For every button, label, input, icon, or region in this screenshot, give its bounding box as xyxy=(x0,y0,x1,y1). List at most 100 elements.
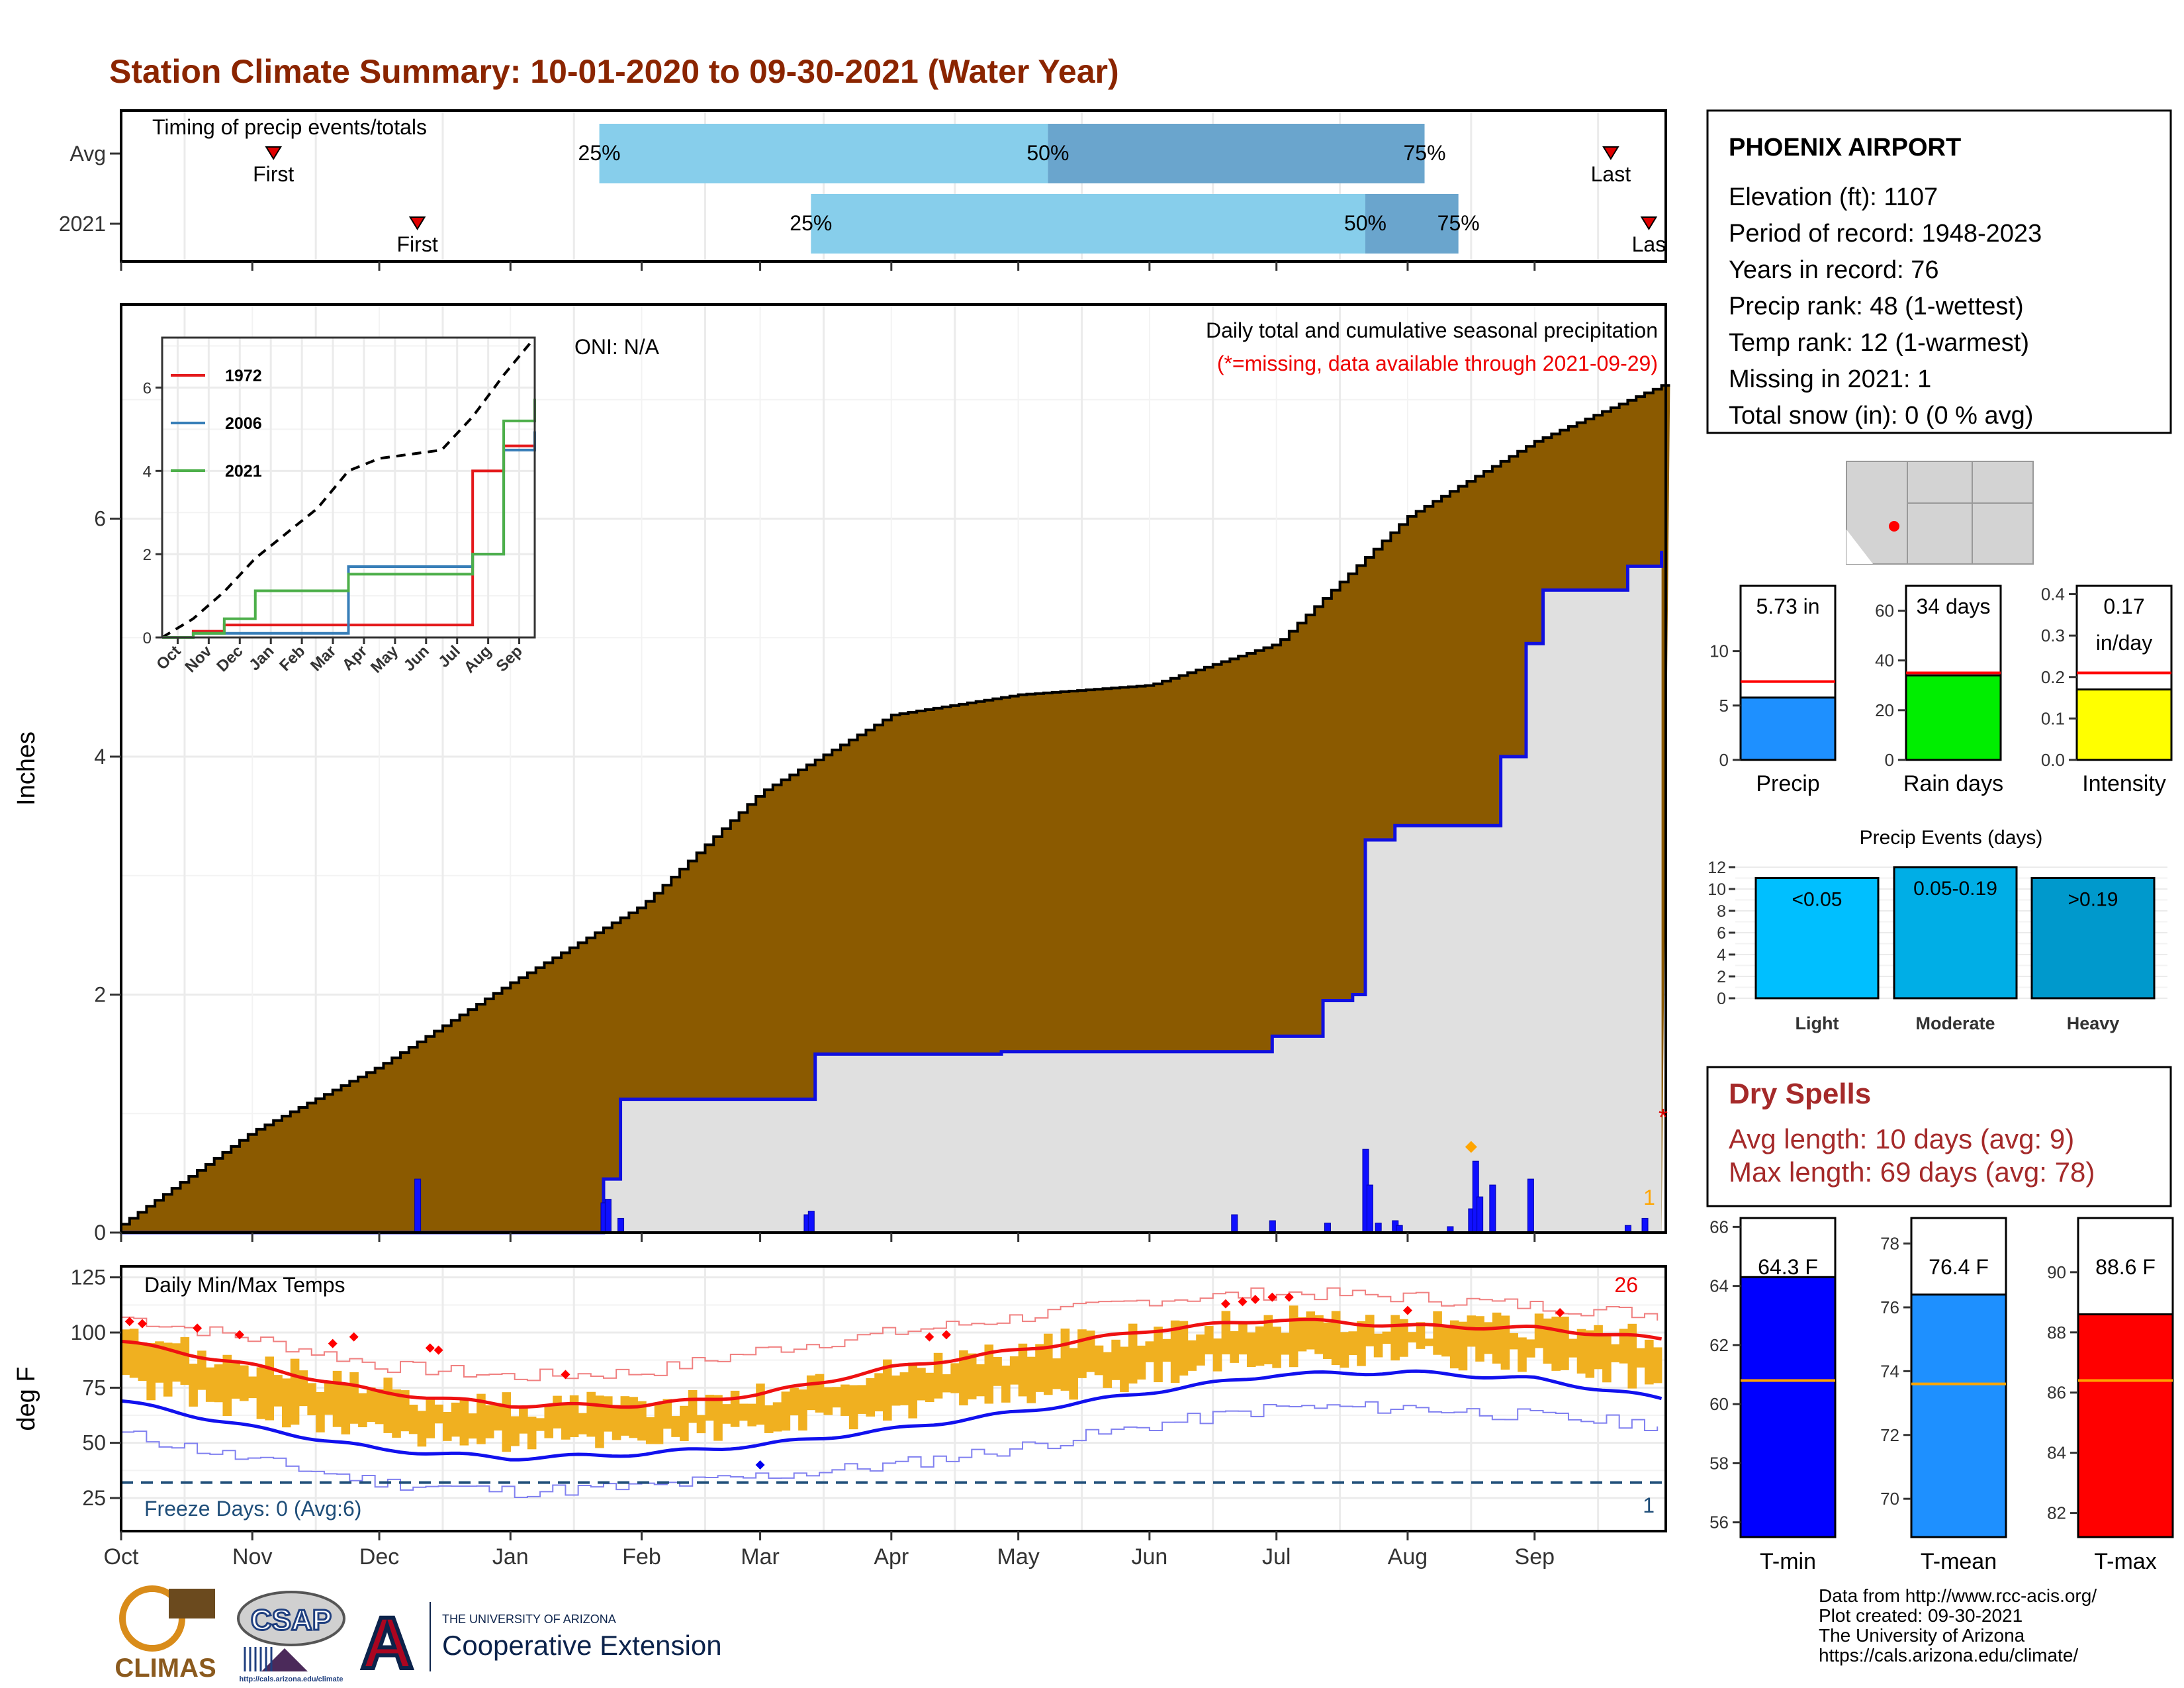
month-axis-label: Oct xyxy=(104,1544,139,1570)
mini-bar-value-text: 0.17 xyxy=(2103,594,2144,618)
daily-temp-bar xyxy=(815,1374,825,1413)
month-axis-label: Mar xyxy=(741,1544,780,1570)
csap-logo-url: http://cals.arizona.edu/climate xyxy=(239,1675,343,1683)
dry-spells-max: Max length: 69 days (avg: 78) xyxy=(1729,1156,2095,1188)
inset-frame xyxy=(161,336,536,639)
daily-temp-bar xyxy=(1052,1358,1062,1389)
daily-temp-bar xyxy=(265,1356,275,1421)
events-bar-label: Moderate xyxy=(1915,1013,1995,1033)
dry-spells-avg: Avg length: 10 days (avg: 9) xyxy=(1729,1123,2074,1154)
temp-bar-y-tick-label: 60 xyxy=(1709,1394,1729,1414)
month-axis-label: Jun xyxy=(1131,1544,1167,1570)
station-name: PHOENIX AIRPORT xyxy=(1729,134,1961,162)
station-stat-line: Temp rank: 12 (1-warmest) xyxy=(1729,329,2029,357)
daily-temp-bar xyxy=(764,1405,774,1433)
daily-temp-bar xyxy=(1272,1327,1281,1368)
record-high-marker xyxy=(1267,1292,1277,1302)
daily-temp-bar xyxy=(654,1403,664,1444)
daily-temp-bar xyxy=(1094,1345,1104,1376)
daily-temp-bar xyxy=(1449,1320,1459,1369)
timing-marker-last xyxy=(1640,216,1658,230)
daily-temp-bar xyxy=(341,1384,351,1434)
timing-label-last: Las xyxy=(1632,232,1666,256)
daily-temp-bar xyxy=(1136,1345,1146,1380)
timing-bar-50-75 xyxy=(1048,124,1425,183)
month-axis-label: Aug xyxy=(1388,1544,1428,1570)
daily-temp-bar xyxy=(146,1342,156,1401)
temp-bar-value xyxy=(2077,1313,2174,1538)
daily-temp-bar xyxy=(806,1375,816,1411)
temp-bar-y-tick-label: 72 xyxy=(1880,1425,1899,1445)
daily-temp-bar xyxy=(1424,1338,1434,1346)
daily-temp-bar xyxy=(1001,1365,1011,1403)
temp-bar-value-text: 64.3 F xyxy=(1758,1255,1818,1279)
daily-temp-bar xyxy=(688,1389,698,1423)
daily-temp-bar xyxy=(1246,1332,1256,1368)
daily-temp-bar xyxy=(1077,1329,1087,1378)
timing-bar-50-75 xyxy=(1365,194,1459,254)
temp-bar-y-tick-label: 84 xyxy=(2047,1443,2066,1463)
temp-y-tick-label: 75 xyxy=(82,1376,106,1399)
record-low-marker xyxy=(755,1460,765,1470)
daily-precip-bar xyxy=(617,1217,625,1233)
record-high-marker xyxy=(1284,1292,1294,1302)
station-frame xyxy=(1706,109,2172,434)
daily-temp-bar xyxy=(180,1336,190,1385)
daily-temp-bar xyxy=(586,1391,596,1437)
daily-temp-bar xyxy=(739,1403,749,1421)
daily-temp-bar xyxy=(680,1405,689,1441)
events-y-tick-label: 12 xyxy=(1707,859,1726,877)
timing-label-first: First xyxy=(253,162,294,186)
temp-bar-y-tick-label: 88 xyxy=(2047,1323,2066,1342)
daily-temp-bar xyxy=(1518,1337,1527,1372)
events-bar-label: Light xyxy=(1796,1013,1839,1033)
climas-logo-text: CLIMAS xyxy=(114,1654,216,1683)
month-axis-label: Jul xyxy=(1262,1544,1291,1570)
daily-temp-bar xyxy=(1441,1325,1451,1357)
mini-bar-y-tick-label: 5 xyxy=(1719,696,1729,716)
daily-temp-bar xyxy=(612,1405,621,1440)
temp-bar-value xyxy=(1739,1276,1837,1538)
daily-temp-bar xyxy=(1026,1356,1036,1403)
extreme-count-label: 1 xyxy=(1643,1186,1655,1209)
daily-temp-bar xyxy=(1390,1315,1400,1361)
daily-temp-bar xyxy=(1111,1339,1120,1380)
daily-temp-bar xyxy=(662,1399,672,1429)
inset-legend-label: 2021 xyxy=(225,462,262,481)
events-title: Precip Events (days) xyxy=(1860,827,2043,849)
daily-temp-bar xyxy=(1382,1331,1392,1344)
events-y-tick-label: 6 xyxy=(1717,924,1726,943)
daily-temp-bar xyxy=(231,1360,240,1399)
daily-temp-bar xyxy=(1560,1317,1569,1370)
daily-temp-bar xyxy=(121,1329,130,1375)
daily-temp-bar xyxy=(578,1413,588,1434)
daily-temp-bar xyxy=(451,1402,461,1437)
daily-temp-bar xyxy=(366,1387,376,1422)
timing-marker-last xyxy=(1602,146,1619,160)
daily-temp-bar xyxy=(925,1372,934,1402)
cumulative-avg-area xyxy=(121,385,1670,1233)
temp-bar-y-tick-label: 56 xyxy=(1709,1513,1729,1532)
record-high-marker xyxy=(349,1332,359,1342)
record-high-marker xyxy=(925,1332,934,1342)
daily-temp-bar xyxy=(823,1387,833,1415)
temp-bar-y-tick-label: 78 xyxy=(1880,1234,1899,1254)
precip-missing-note: (*=missing, data available through 2021-… xyxy=(1217,352,1658,375)
record-high-marker xyxy=(124,1317,134,1327)
ua-logo-letter: A xyxy=(361,1603,413,1684)
month-axis-label: Dec xyxy=(359,1544,399,1570)
events-bar xyxy=(1893,866,2018,1000)
events-y-tick-label: 4 xyxy=(1717,946,1726,964)
logos: CLIMAS CSAP http://cals.arizona.edu/climat… xyxy=(114,1585,722,1686)
mini-bar-y-tick-label: 0.2 xyxy=(2041,667,2065,687)
station-stat-line: Years in record: 76 xyxy=(1729,256,1939,284)
temp-bar-value-text: 76.4 F xyxy=(1929,1255,1989,1279)
daily-temp-bar xyxy=(967,1353,977,1399)
temp-y-tick-label: 125 xyxy=(71,1266,106,1289)
daily-temp-bar xyxy=(1525,1339,1535,1358)
temp-bar-label: T-max xyxy=(2094,1549,2156,1574)
daily-temp-bar xyxy=(1255,1326,1265,1366)
daily-temp-bar xyxy=(392,1389,401,1438)
temp-y-tick-label: 50 xyxy=(82,1431,106,1455)
temp-frame xyxy=(120,1265,1667,1532)
